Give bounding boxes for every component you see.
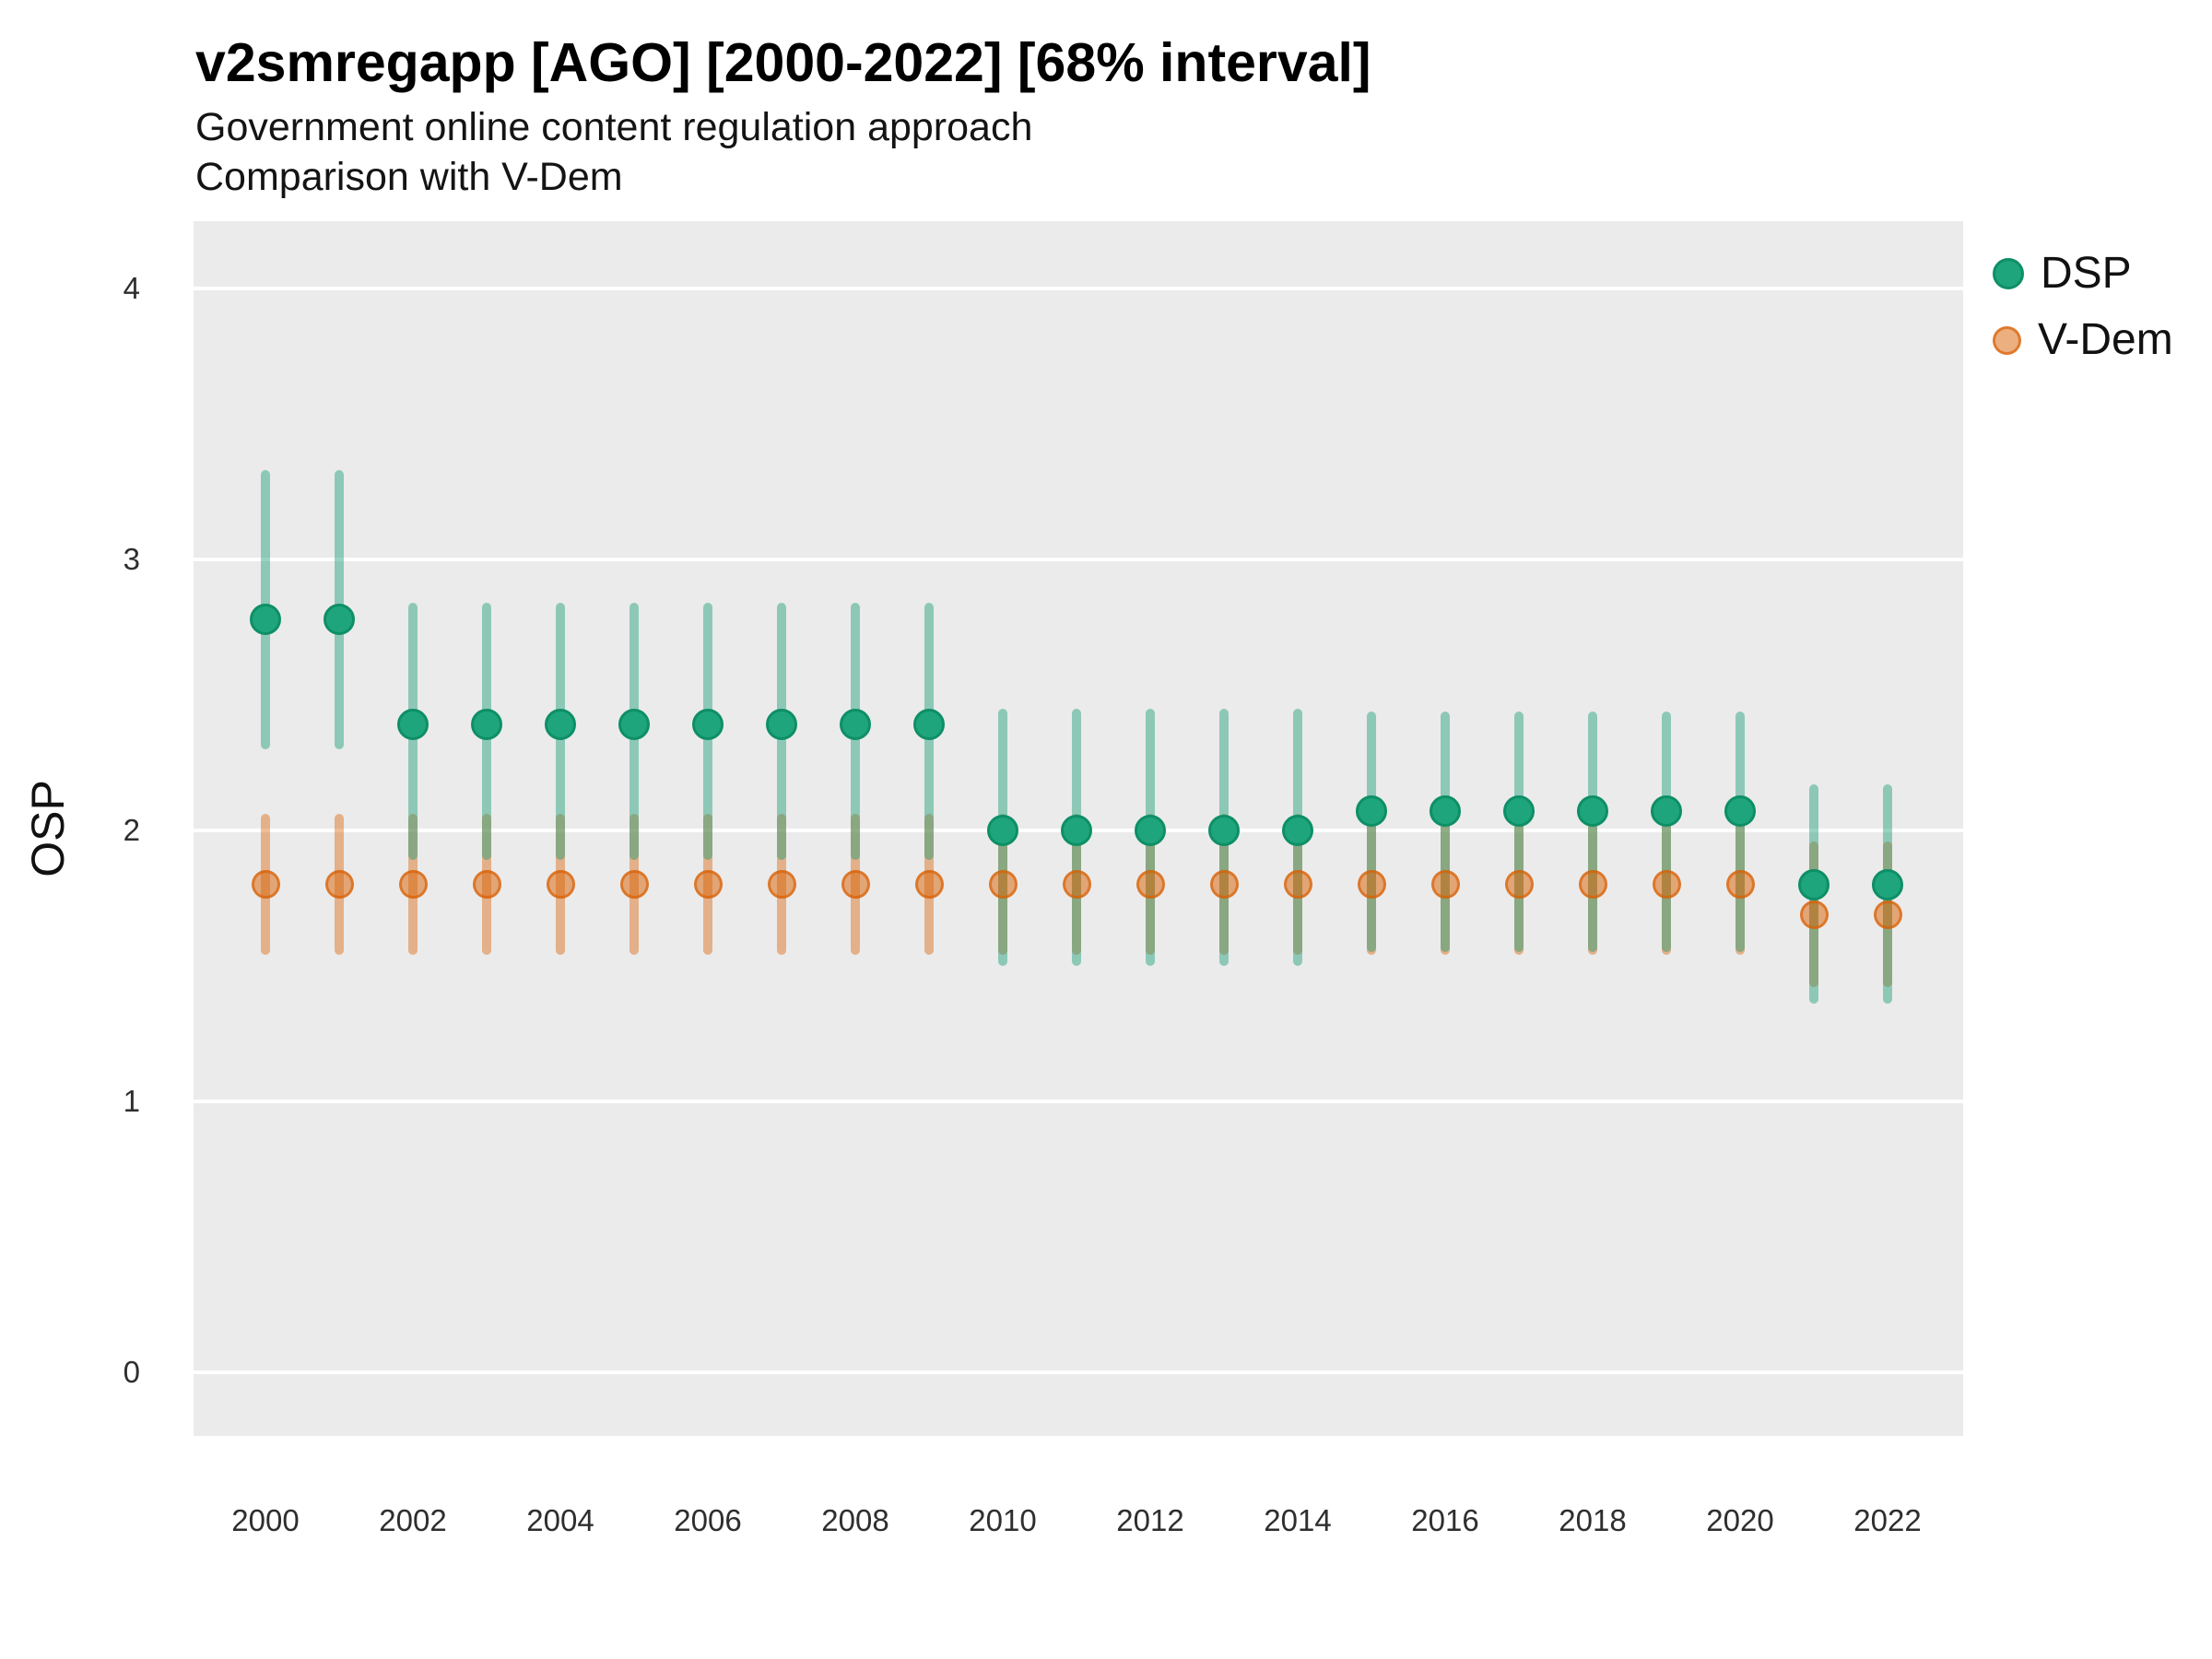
vdem-point-2016: [1430, 870, 1460, 900]
vdem-legend-dot-icon: [1993, 325, 2021, 355]
dsp-legend-dot-icon: [1993, 258, 2024, 289]
dsp-point-2007: [766, 709, 797, 741]
legend: DSP V-Dem: [1993, 250, 2173, 364]
chart-subtitle-line1: Government online content regulation app…: [195, 105, 1033, 149]
dsp-interval-2017: [1514, 711, 1524, 953]
dsp-interval-2020: [1735, 711, 1745, 953]
dsp-point-2013: [1208, 814, 1240, 846]
x-tick-label-2004: 2004: [526, 1503, 594, 1537]
vdem-point-2022: [1873, 900, 1902, 929]
dsp-point-2002: [397, 709, 429, 741]
legend-item-vdem: V-Dem: [1993, 316, 2173, 364]
x-tick-label-2010: 2010: [969, 1503, 1037, 1537]
legend-label-vdem: V-Dem: [2038, 315, 2173, 364]
x-tick-label-2000: 2000: [231, 1503, 300, 1537]
legend-label-dsp: DSP: [2041, 249, 2132, 298]
dsp-interval-2016: [1441, 711, 1450, 953]
x-tick-label-2012: 2012: [1116, 1503, 1184, 1537]
vdem-point-2021: [1799, 900, 1829, 929]
vdem-point-2003: [472, 870, 501, 900]
dsp-point-2015: [1356, 795, 1387, 828]
dsp-point-2010: [987, 814, 1018, 846]
vdem-point-2000: [251, 870, 280, 900]
dsp-point-2020: [1724, 795, 1756, 828]
vdem-point-2020: [1725, 870, 1755, 900]
x-tick-label-2020: 2020: [1706, 1503, 1774, 1537]
dsp-interval-2015: [1367, 711, 1376, 953]
dsp-point-2017: [1503, 795, 1535, 828]
dsp-point-2009: [913, 709, 945, 741]
dsp-point-2008: [840, 709, 871, 741]
x-tick-label-2008: 2008: [821, 1503, 889, 1537]
dsp-point-2000: [250, 603, 281, 635]
dsp-point-2018: [1577, 795, 1608, 828]
vdem-point-2002: [398, 870, 428, 900]
vdem-point-2001: [324, 870, 354, 900]
gridline-y-1: [194, 1099, 1963, 1103]
vdem-point-2011: [1062, 870, 1091, 900]
vdem-point-2018: [1578, 870, 1607, 900]
vdem-point-2019: [1652, 870, 1681, 900]
vdem-point-2004: [546, 870, 575, 900]
plot-panel: [194, 221, 1963, 1436]
vdem-point-2014: [1283, 870, 1312, 900]
dsp-point-2004: [545, 709, 576, 741]
dsp-point-2001: [324, 603, 355, 635]
dsp-point-2011: [1061, 814, 1092, 846]
x-tick-label-2022: 2022: [1853, 1503, 1922, 1537]
x-tick-label-2002: 2002: [379, 1503, 447, 1537]
y-tick-label-4: 4: [123, 270, 140, 305]
dsp-point-2022: [1872, 868, 1903, 900]
gridline-y-4: [194, 286, 1963, 290]
gridline-y-0: [194, 1370, 1963, 1374]
dsp-point-2014: [1282, 814, 1313, 846]
vdem-point-2007: [767, 870, 796, 900]
vdem-point-2017: [1504, 870, 1534, 900]
x-tick-label-2018: 2018: [1559, 1503, 1627, 1537]
vdem-point-2005: [619, 870, 649, 900]
dsp-point-2021: [1798, 868, 1830, 900]
vdem-point-2012: [1135, 870, 1165, 900]
dsp-point-2016: [1430, 795, 1461, 828]
dsp-point-2003: [471, 709, 502, 741]
dsp-point-2006: [692, 709, 724, 741]
vdem-point-2013: [1209, 870, 1239, 900]
dsp-interval-2019: [1662, 711, 1671, 953]
vdem-point-2015: [1357, 870, 1386, 900]
dsp-point-2019: [1651, 795, 1682, 828]
y-tick-label-1: 1: [123, 1083, 140, 1118]
chart-subtitle-line2: Comparison with V-Dem: [195, 155, 623, 199]
y-tick-label-2: 2: [123, 812, 140, 847]
x-tick-label-2006: 2006: [674, 1503, 742, 1537]
y-tick-label-0: 0: [123, 1354, 140, 1389]
vdem-point-2010: [988, 870, 1018, 900]
dsp-point-2005: [618, 709, 650, 741]
dsp-interval-2018: [1588, 711, 1597, 953]
vdem-point-2008: [841, 870, 870, 900]
y-tick-label-3: 3: [123, 541, 140, 576]
gridline-y-3: [194, 557, 1963, 561]
dsp-point-2012: [1135, 814, 1166, 846]
vdem-point-2006: [693, 870, 723, 900]
x-tick-label-2016: 2016: [1411, 1503, 1479, 1537]
x-tick-label-2014: 2014: [1264, 1503, 1332, 1537]
legend-item-dsp: DSP: [1993, 250, 2173, 298]
chart-title: v2smregapp [AGO] [2000-2022] [68% interv…: [195, 32, 1371, 93]
vdem-point-2009: [914, 870, 944, 900]
